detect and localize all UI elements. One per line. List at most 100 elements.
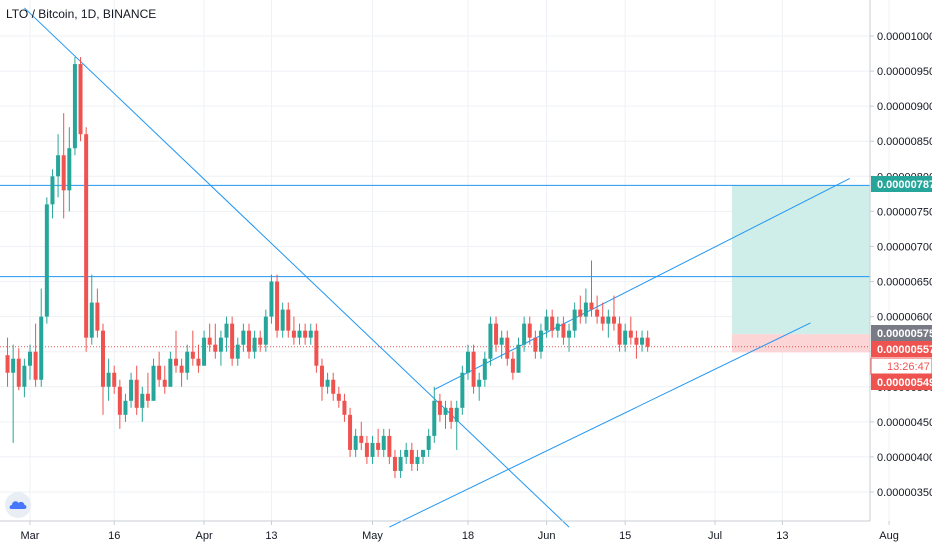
- candle-body: [426, 435, 431, 450]
- candle: [179, 358, 184, 387]
- candle-body: [567, 330, 572, 338]
- candle-body: [218, 337, 223, 352]
- candle-body: [381, 435, 386, 450]
- candle: [168, 351, 173, 387]
- candle: [426, 428, 431, 457]
- candle: [522, 316, 527, 352]
- candle-body: [482, 358, 487, 380]
- candle: [263, 309, 268, 352]
- candle-body: [123, 400, 128, 415]
- price-tick-label: 0.00000650: [877, 277, 932, 289]
- time-tick-label: 13: [265, 530, 277, 542]
- candle: [22, 358, 27, 398]
- candle-body: [477, 379, 482, 387]
- candle: [157, 351, 162, 387]
- candle-body: [56, 155, 61, 177]
- candle: [336, 386, 341, 408]
- candle: [437, 393, 442, 422]
- candle-body: [275, 281, 280, 331]
- candle-body: [404, 449, 409, 457]
- candle-body: [353, 435, 358, 450]
- candle: [218, 330, 223, 366]
- candle: [33, 323, 38, 387]
- candles: [5, 57, 650, 478]
- candle: [482, 351, 487, 387]
- candle: [145, 372, 150, 408]
- candle-body: [488, 323, 493, 359]
- candle-body: [392, 456, 397, 471]
- candle-body: [522, 323, 527, 345]
- candle: [56, 134, 61, 198]
- candle: [235, 337, 240, 366]
- candle: [432, 386, 437, 443]
- candle-body: [640, 337, 645, 345]
- candle-body: [39, 316, 44, 380]
- candle: [600, 302, 605, 331]
- time-tick-label: 18: [462, 530, 474, 542]
- candle-body: [106, 372, 111, 387]
- candle-body: [145, 393, 150, 401]
- candle: [202, 330, 207, 366]
- candle-body: [544, 316, 549, 331]
- candle: [100, 323, 105, 415]
- candle: [611, 295, 616, 331]
- candle: [595, 295, 600, 324]
- candle: [398, 449, 403, 478]
- candle-body: [168, 358, 173, 387]
- candle: [353, 428, 358, 457]
- time-tick-label: Jul: [708, 530, 722, 542]
- candle: [404, 442, 409, 464]
- candle: [628, 316, 633, 345]
- price-label-current: 0.00000557: [871, 341, 932, 357]
- candle: [606, 309, 611, 338]
- candle-body: [16, 358, 21, 387]
- candle-body: [157, 365, 162, 380]
- candle: [291, 316, 296, 345]
- candle: [286, 302, 291, 338]
- price-label-badge: [871, 176, 932, 192]
- candle: [640, 330, 645, 352]
- candle: [280, 302, 285, 338]
- candle: [258, 330, 263, 352]
- candle-body: [286, 309, 291, 331]
- candle-body: [117, 386, 122, 415]
- candle: [89, 274, 94, 345]
- price-label-badge: [871, 325, 932, 341]
- price-tick-label: 0.00001000: [877, 31, 932, 43]
- candle-body: [600, 316, 605, 324]
- candle-body: [5, 355, 10, 373]
- candle: [95, 288, 100, 338]
- candle-body: [538, 330, 543, 352]
- tradingview-cloud-icon[interactable]: [5, 492, 31, 518]
- countdown-text: 13:26:47: [887, 361, 930, 373]
- candle-body: [44, 204, 49, 317]
- candle: [84, 127, 89, 352]
- candle: [387, 428, 392, 464]
- time-tick-label: Aug: [879, 530, 899, 542]
- chart-title: LTO / Bitcoin, 1D, BINANCE: [6, 7, 157, 21]
- candle-body: [606, 316, 611, 324]
- time-tick-label: 13: [776, 530, 788, 542]
- price-labels: 0.00000787 0.00000575 0.00000557 13:26:47 0.…: [870, 176, 932, 390]
- candle: [314, 323, 319, 373]
- candle-body: [84, 134, 89, 338]
- candle: [230, 316, 235, 366]
- candle-body: [89, 302, 94, 338]
- candle-body: [100, 330, 105, 387]
- candle-body: [134, 379, 139, 408]
- candle: [72, 57, 77, 156]
- candle: [348, 407, 353, 457]
- candle: [185, 344, 190, 380]
- price-label-entry: 0.00000575: [871, 325, 932, 341]
- candle: [449, 400, 454, 429]
- candle-body: [252, 337, 257, 352]
- candle: [381, 428, 386, 457]
- candle-body: [634, 337, 639, 345]
- candle-body: [230, 323, 235, 359]
- candle-body: [421, 449, 426, 457]
- candle: [471, 344, 476, 394]
- price-label-text: 0.00000549: [877, 377, 932, 389]
- time-tick-label: Mar: [21, 530, 40, 542]
